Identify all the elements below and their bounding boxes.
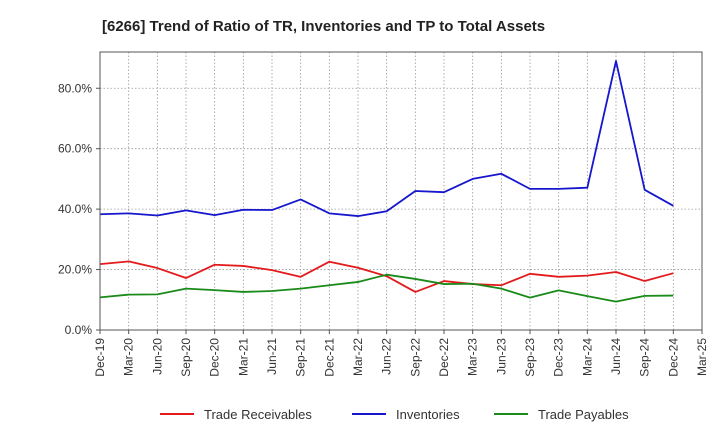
x-tick-label: Jun-20 (150, 338, 164, 375)
y-tick-label: 80.0% (58, 81, 92, 95)
series-line-trade-receivables (99, 260, 674, 293)
x-tick-label: Mar-20 (122, 338, 136, 376)
legend-label-inventories: Inventories (396, 407, 460, 422)
x-tick-label: Jun-22 (380, 338, 394, 375)
x-tick-label: Sep-22 (408, 338, 422, 377)
plot-frame (99, 51, 703, 331)
x-tick-label: Dec-23 (552, 338, 566, 377)
x-axis: Dec-19 Mar-20 Jun-20 Sep-20 Dec-20 Mar-21 Jun-… (93, 330, 709, 377)
x-tick-label: Dec-21 (322, 338, 336, 377)
grid-lines (99, 52, 703, 331)
x-tick-label: Dec-24 (666, 338, 680, 377)
x-tick-label: Dec-20 (208, 338, 222, 377)
y-tick-label: 20.0% (58, 263, 92, 277)
y-axis: 0.0% 20.0% 40.0% 60.0% 80.0% (58, 81, 100, 337)
x-tick-label: Mar-23 (466, 338, 480, 376)
y-tick-label: 0.0% (65, 323, 93, 337)
x-tick-label: Jun-24 (609, 338, 623, 375)
series-line-trade-payables (99, 273, 674, 303)
x-tick-label: Jun-21 (265, 338, 279, 375)
x-tick-label: Mar-21 (236, 338, 250, 376)
x-tick-label: Sep-20 (179, 338, 193, 377)
x-tick-label: Dec-22 (437, 338, 451, 377)
legend-label-trade-receivables: Trade Receivables (204, 407, 312, 422)
x-tick-label: Dec-19 (93, 338, 107, 377)
x-tick-label: Sep-23 (523, 338, 537, 377)
x-tick-label: Mar-25 (695, 338, 709, 376)
x-tick-label: Jun-23 (494, 338, 508, 375)
x-tick-label: Sep-21 (294, 338, 308, 377)
series-line-inventories (99, 60, 674, 217)
series-lines (99, 60, 674, 303)
legend: Trade Receivables Inventories Trade Payabl… (160, 407, 629, 422)
chart-title: [6266] Trend of Ratio of TR, Inventories… (102, 18, 545, 35)
x-tick-label: Mar-22 (351, 338, 365, 376)
legend-label-trade-payables: Trade Payables (538, 407, 629, 422)
y-tick-label: 40.0% (58, 202, 92, 216)
x-tick-label: Mar-24 (580, 338, 594, 376)
x-tick-label: Sep-24 (638, 338, 652, 377)
y-tick-label: 60.0% (58, 142, 92, 156)
